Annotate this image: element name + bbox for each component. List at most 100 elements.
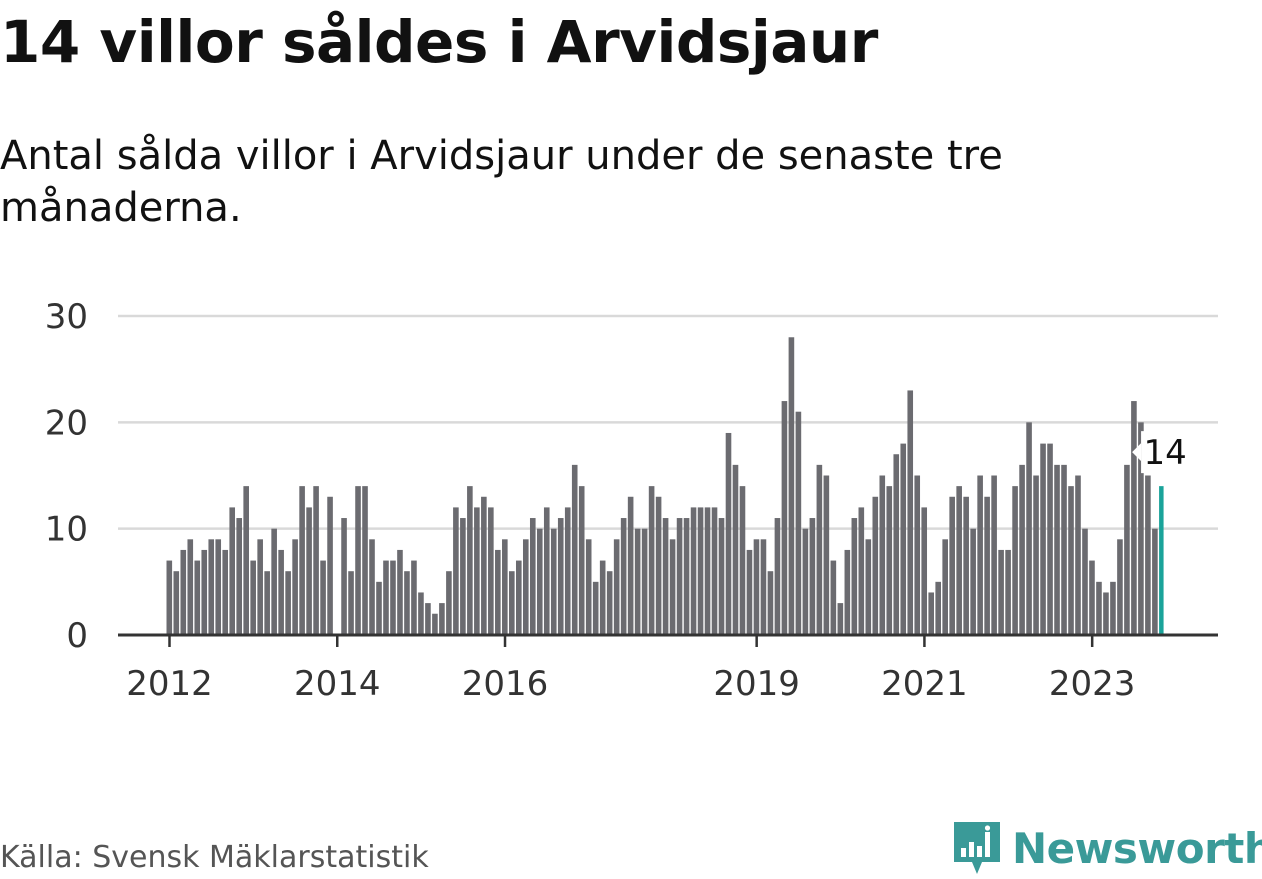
bar	[1033, 475, 1039, 635]
bar	[1047, 443, 1053, 635]
chart-title: 14 villor såldes i Arvidsjaur	[0, 8, 878, 76]
bar	[1138, 422, 1144, 635]
bar	[502, 539, 508, 635]
bar	[243, 486, 249, 635]
bar	[935, 581, 941, 635]
bar	[166, 560, 173, 635]
bar	[250, 560, 256, 635]
bar-chart: 0 10 20 30 2012 2014 2016 2019 2021 2023 14	[45, 297, 1218, 704]
bar	[774, 518, 781, 635]
bar	[481, 496, 487, 635]
bar	[641, 528, 648, 635]
newsworthy-logo-icon	[954, 822, 1000, 874]
bar	[1075, 475, 1081, 635]
bar	[844, 549, 851, 635]
bar	[900, 443, 907, 635]
bar	[648, 486, 655, 635]
bar	[872, 496, 879, 635]
bar	[760, 539, 767, 635]
bar	[1040, 443, 1046, 635]
annotations: 14	[1132, 431, 1188, 474]
bar	[1152, 528, 1158, 635]
bar	[781, 401, 788, 635]
bar	[998, 549, 1004, 635]
bar	[683, 518, 690, 635]
bar	[278, 549, 284, 635]
bar	[571, 464, 578, 635]
x-tick-label: 2019	[713, 664, 800, 704]
bar	[578, 486, 585, 635]
brand-name: Newsworthy	[1012, 823, 1262, 873]
y-tick-label: 30	[45, 297, 88, 337]
bar	[341, 518, 347, 635]
bar	[592, 581, 599, 635]
bar	[942, 539, 948, 635]
bar	[1089, 560, 1095, 635]
bar	[634, 528, 641, 635]
bar	[767, 571, 774, 635]
x-tick-label: 2014	[294, 664, 381, 704]
bar	[704, 507, 711, 635]
bar	[1082, 528, 1088, 635]
bar	[1117, 539, 1123, 635]
bar	[697, 507, 704, 635]
bar	[753, 539, 760, 635]
bar	[201, 549, 208, 635]
bar	[1110, 581, 1116, 635]
bar	[627, 496, 634, 635]
x-tick-label: 2016	[462, 664, 549, 704]
bar	[474, 507, 480, 635]
highlight-value-label: 14	[1143, 433, 1186, 473]
bar	[928, 592, 935, 635]
bar	[404, 571, 410, 635]
bar	[620, 518, 627, 635]
bar	[1019, 464, 1025, 635]
bar	[746, 549, 753, 635]
bar	[823, 475, 830, 635]
bar	[1061, 464, 1067, 635]
bar	[886, 486, 893, 635]
bar	[369, 539, 375, 635]
bar	[788, 337, 795, 635]
bar	[222, 549, 229, 635]
bar	[1026, 422, 1032, 635]
bar	[585, 539, 592, 635]
bar	[1068, 486, 1074, 635]
bar	[599, 560, 606, 635]
bar	[488, 507, 494, 635]
bar	[921, 507, 928, 635]
bar	[1145, 475, 1151, 635]
grid-layer	[118, 314, 1218, 530]
bar	[816, 464, 823, 635]
bar	[215, 539, 222, 635]
bar	[355, 486, 361, 635]
brand-logo[interactable]: Newsworthy	[952, 818, 1262, 878]
bar	[711, 507, 718, 635]
bar	[271, 528, 277, 635]
bar	[460, 518, 466, 635]
bar	[208, 539, 215, 635]
bars	[166, 337, 1164, 635]
bar	[830, 560, 837, 635]
bar	[453, 507, 459, 635]
bar	[977, 475, 983, 635]
bar	[383, 560, 389, 635]
bar	[467, 486, 473, 635]
bar	[432, 613, 438, 635]
bar	[194, 560, 201, 635]
bar	[446, 571, 452, 635]
bar	[1103, 592, 1109, 635]
bar	[362, 486, 368, 635]
bar	[236, 518, 242, 635]
bar	[732, 464, 739, 635]
bar	[725, 432, 732, 635]
bar	[292, 539, 298, 635]
bar	[285, 571, 291, 635]
bar	[851, 518, 858, 635]
bar	[229, 507, 236, 635]
x-tick-label: 2021	[881, 664, 968, 704]
bar	[949, 496, 955, 635]
bar	[606, 571, 613, 635]
bar	[348, 571, 354, 635]
bar	[411, 560, 417, 635]
